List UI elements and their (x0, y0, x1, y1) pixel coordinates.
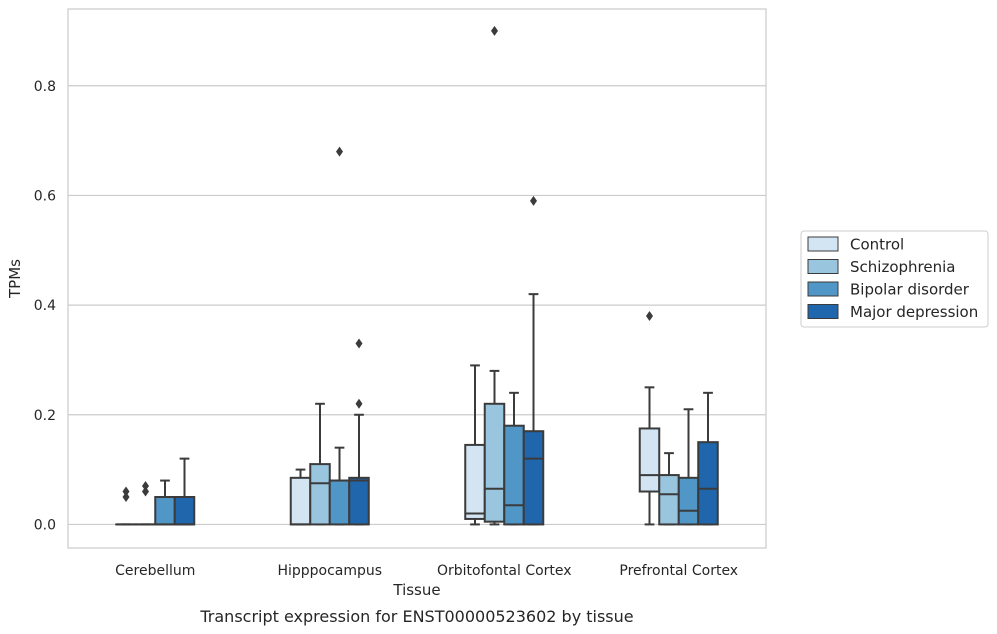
legend-swatch (807, 304, 839, 319)
box-2-0 (154, 479, 176, 526)
x-axis: Cerebellum Hipppocampus Orbitofontal Corte… (115, 563, 738, 579)
y-tick-label: 0.6 (34, 188, 56, 204)
box-3-2 (522, 195, 545, 526)
legend-label: Bipolar disorder (850, 281, 970, 299)
box-1-3 (658, 452, 680, 526)
legend-label: Major depression (850, 303, 978, 321)
y-tick-label: 0.8 (34, 79, 56, 95)
legend-swatch (807, 259, 839, 274)
plot-frame (67, 8, 767, 549)
box-2-2 (503, 391, 525, 526)
box-3-0 (173, 457, 196, 526)
box-3-3 (697, 391, 719, 526)
box-body (289, 476, 312, 526)
y-axis-label: TPMs (6, 259, 24, 299)
box-body (173, 496, 196, 526)
outlier-point (142, 481, 149, 492)
box-body (464, 443, 486, 520)
box-2-1 (328, 146, 351, 526)
box-body (503, 424, 525, 526)
outlier-point (491, 25, 498, 36)
legend-label: Schizophrenia (850, 258, 955, 276)
y-tick-label: 0.2 (34, 408, 56, 424)
box-body (328, 479, 351, 526)
x-axis-label: Tissue (392, 581, 440, 599)
legend-swatch (807, 236, 839, 252)
outlier-point (355, 398, 363, 409)
legend-frame (800, 230, 989, 328)
x-tick-label: Prefrontal Cortex (619, 563, 738, 579)
y-axis: 0.0 0.2 0.4 0.6 0.8 (34, 79, 56, 534)
outlier-point (336, 146, 343, 157)
y-tick-label: 0.4 (34, 298, 56, 314)
box-3-1 (348, 338, 370, 526)
box-body (658, 474, 680, 526)
box-body (483, 402, 506, 523)
legend-swatch (807, 281, 839, 297)
x-tick-label: Hipppocampus (277, 563, 382, 579)
legend: Control Schizophrenia Bipolar disorder Majo… (800, 230, 989, 328)
x-tick-label: Orbitofontal Cortex (437, 563, 572, 579)
chart-caption: Transcript expression for ENST0000052360… (199, 607, 633, 626)
box-2-3 (677, 408, 700, 526)
outlier-point (646, 311, 653, 322)
outlier-point (142, 486, 149, 497)
box-0-1 (289, 468, 312, 526)
box-body (309, 463, 331, 526)
boxes (115, 25, 719, 526)
outlier-point (122, 492, 130, 503)
box-body (348, 476, 370, 526)
box-1-0 (134, 481, 157, 526)
box-0-0 (115, 486, 137, 526)
box-body (522, 430, 545, 526)
box-1-1 (309, 402, 331, 526)
box-0-2 (464, 364, 486, 526)
box-body (154, 496, 176, 526)
grid-lines (68, 85, 766, 526)
box-body (697, 441, 719, 526)
outlier-point (122, 486, 130, 497)
box-1-2 (483, 25, 506, 526)
outlier-point (530, 195, 537, 206)
box-0-3 (638, 311, 661, 526)
outlier-point (355, 338, 363, 349)
box-body (677, 476, 700, 526)
x-tick-label: Cerebellum (115, 563, 195, 579)
y-tick-label: 0.0 (34, 517, 56, 533)
legend-label: Control (850, 236, 904, 254)
box-body (638, 427, 661, 493)
